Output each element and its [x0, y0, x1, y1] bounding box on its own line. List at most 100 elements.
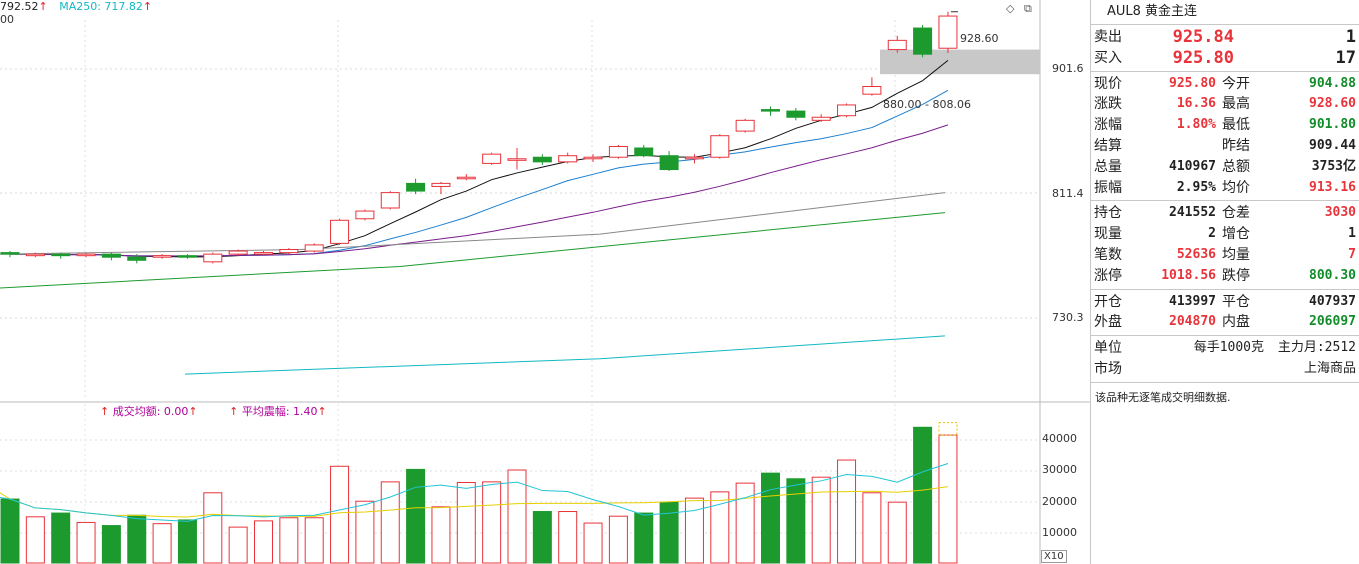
stat-value: 1018.56	[1161, 267, 1216, 283]
candle-body	[101, 253, 121, 258]
candle-body	[177, 255, 197, 258]
volume-axis-label: 40000	[1042, 432, 1077, 445]
ma20-line	[10, 124, 949, 257]
volume-bar	[228, 526, 248, 564]
ask-label: 卖出	[1094, 29, 1122, 45]
stat-label: 振幅	[1094, 179, 1122, 196]
stat-value: 800.30	[1309, 267, 1356, 283]
candle-body	[304, 244, 324, 252]
volume-bar	[406, 468, 426, 564]
volume-bar	[913, 426, 933, 564]
up-arrow-icon: ↑	[38, 0, 48, 13]
ma250-label: MA250: 717.82	[59, 0, 143, 13]
ma250-line	[184, 335, 946, 375]
volume-bar	[532, 511, 552, 564]
stat-label: 现量	[1094, 226, 1122, 243]
candle-body	[659, 155, 679, 171]
stat-value: 925.80	[1169, 75, 1216, 91]
candle-body	[811, 116, 831, 121]
stat-label: 最低	[1222, 117, 1250, 134]
volume-bar	[710, 491, 730, 564]
diamond-icon[interactable]: ◇	[1006, 2, 1015, 15]
stat-row: 现量 2 增仓 1	[1091, 224, 1359, 245]
kline-chart-area[interactable]: 792.52↑ MA250: 717.82↑ 00 ◇ ⧉ 901.6 811.…	[0, 0, 1090, 564]
stat-value: 909.44	[1309, 137, 1356, 153]
volume-bar	[456, 482, 476, 564]
candle-body	[431, 182, 451, 187]
price-stats-section: 现价 925.80 今开 904.88 涨跌 16.36 最高 928.60 涨幅 1.80% 最低…	[1091, 72, 1359, 202]
stat-label: 最高	[1222, 96, 1250, 113]
volume-bar	[330, 465, 350, 564]
candle-body	[203, 253, 223, 263]
candle-body	[887, 39, 907, 51]
stat-label: 总额	[1222, 158, 1250, 175]
candle-body	[913, 27, 933, 55]
range-band	[880, 49, 1040, 75]
candle-body	[938, 15, 958, 49]
ask-qty: 1	[1345, 27, 1356, 47]
volume-bar	[659, 501, 679, 564]
candle-body	[583, 156, 603, 160]
volume-axis-label: 10000	[1042, 526, 1077, 539]
candle-body	[51, 253, 71, 257]
candle-body	[735, 119, 755, 132]
ma10-line	[10, 89, 949, 257]
volume-bar	[127, 514, 147, 564]
stat-label: 总量	[1094, 158, 1122, 175]
volume-bar	[938, 434, 958, 564]
candle-body	[786, 110, 806, 118]
stat-value: 2.95%	[1176, 179, 1216, 195]
candle-body	[406, 182, 426, 192]
market-row: 市场 上海商品	[1091, 359, 1359, 380]
stat-label: 均价	[1222, 179, 1250, 196]
volume-bar	[152, 523, 172, 564]
ask-row[interactable]: 卖出 925.84 1	[1091, 27, 1359, 48]
contract-title: AUL8 黄金主连	[1091, 0, 1359, 25]
candle-body	[558, 155, 578, 163]
bid-ask-section: 卖出 925.84 1 买入 925.80 17	[1091, 25, 1359, 72]
stat-row: 现价 925.80 今开 904.88	[1091, 74, 1359, 95]
avg-amplitude-label: 平均震幅: 1.40	[241, 405, 318, 418]
candle-body	[837, 104, 857, 117]
volume-bar	[177, 519, 197, 564]
stat-label: 内盘	[1222, 314, 1250, 331]
market-label: 市场	[1094, 360, 1122, 377]
candle-body	[279, 249, 299, 254]
main-month: 主力月:2512	[1277, 340, 1356, 356]
stat-label: 持仓	[1094, 205, 1122, 222]
market-value: 上海商品	[1303, 360, 1356, 376]
range-annotation: 880.00 - 808.06	[883, 98, 971, 111]
stat-value: 413997	[1169, 293, 1216, 309]
x10-toggle[interactable]: X10	[1041, 550, 1067, 563]
stat-row: 外盘 204870 内盘 206097	[1091, 312, 1359, 333]
volume-ma-a-line	[0, 486, 949, 518]
candle-body	[0, 252, 20, 255]
contract-info-section: 单位 每手1000克 主力月:2512 市场 上海商品	[1091, 336, 1359, 383]
up-arrow-icon: ↑	[229, 405, 239, 418]
candle-body	[532, 156, 552, 163]
candle-body	[254, 252, 273, 255]
volume-bar	[355, 500, 375, 564]
volume-bar	[862, 492, 882, 564]
bid-row[interactable]: 买入 925.80 17	[1091, 48, 1359, 69]
avg-amount-label: 成交均额: 0.00	[112, 405, 189, 418]
stat-label: 增仓	[1222, 226, 1250, 243]
sub-legend-text: 00	[0, 13, 14, 26]
y-axis-label: 730.3	[1052, 311, 1084, 324]
stat-value: 204870	[1169, 314, 1216, 330]
stat-label: 涨停	[1094, 267, 1122, 284]
stat-row: 开仓 413997 平仓 407937	[1091, 292, 1359, 313]
volume-bar	[786, 478, 806, 564]
up-arrow-icon: ↑	[188, 405, 198, 418]
candle-body	[710, 135, 730, 158]
up-arrow-icon: ↑	[100, 405, 110, 418]
kline-chart-svg[interactable]	[0, 0, 1090, 564]
volume-bar	[482, 481, 502, 564]
tick-notice: 该品种无逐笔成交明细数据.	[1095, 390, 1231, 404]
resize-icon[interactable]: ⧉	[1024, 2, 1032, 15]
stat-value: 901.80	[1309, 117, 1356, 133]
candle-body	[507, 158, 527, 161]
stat-value: 16.36	[1176, 96, 1216, 112]
candle-body	[456, 176, 476, 180]
stat-value: 407937	[1309, 293, 1356, 309]
